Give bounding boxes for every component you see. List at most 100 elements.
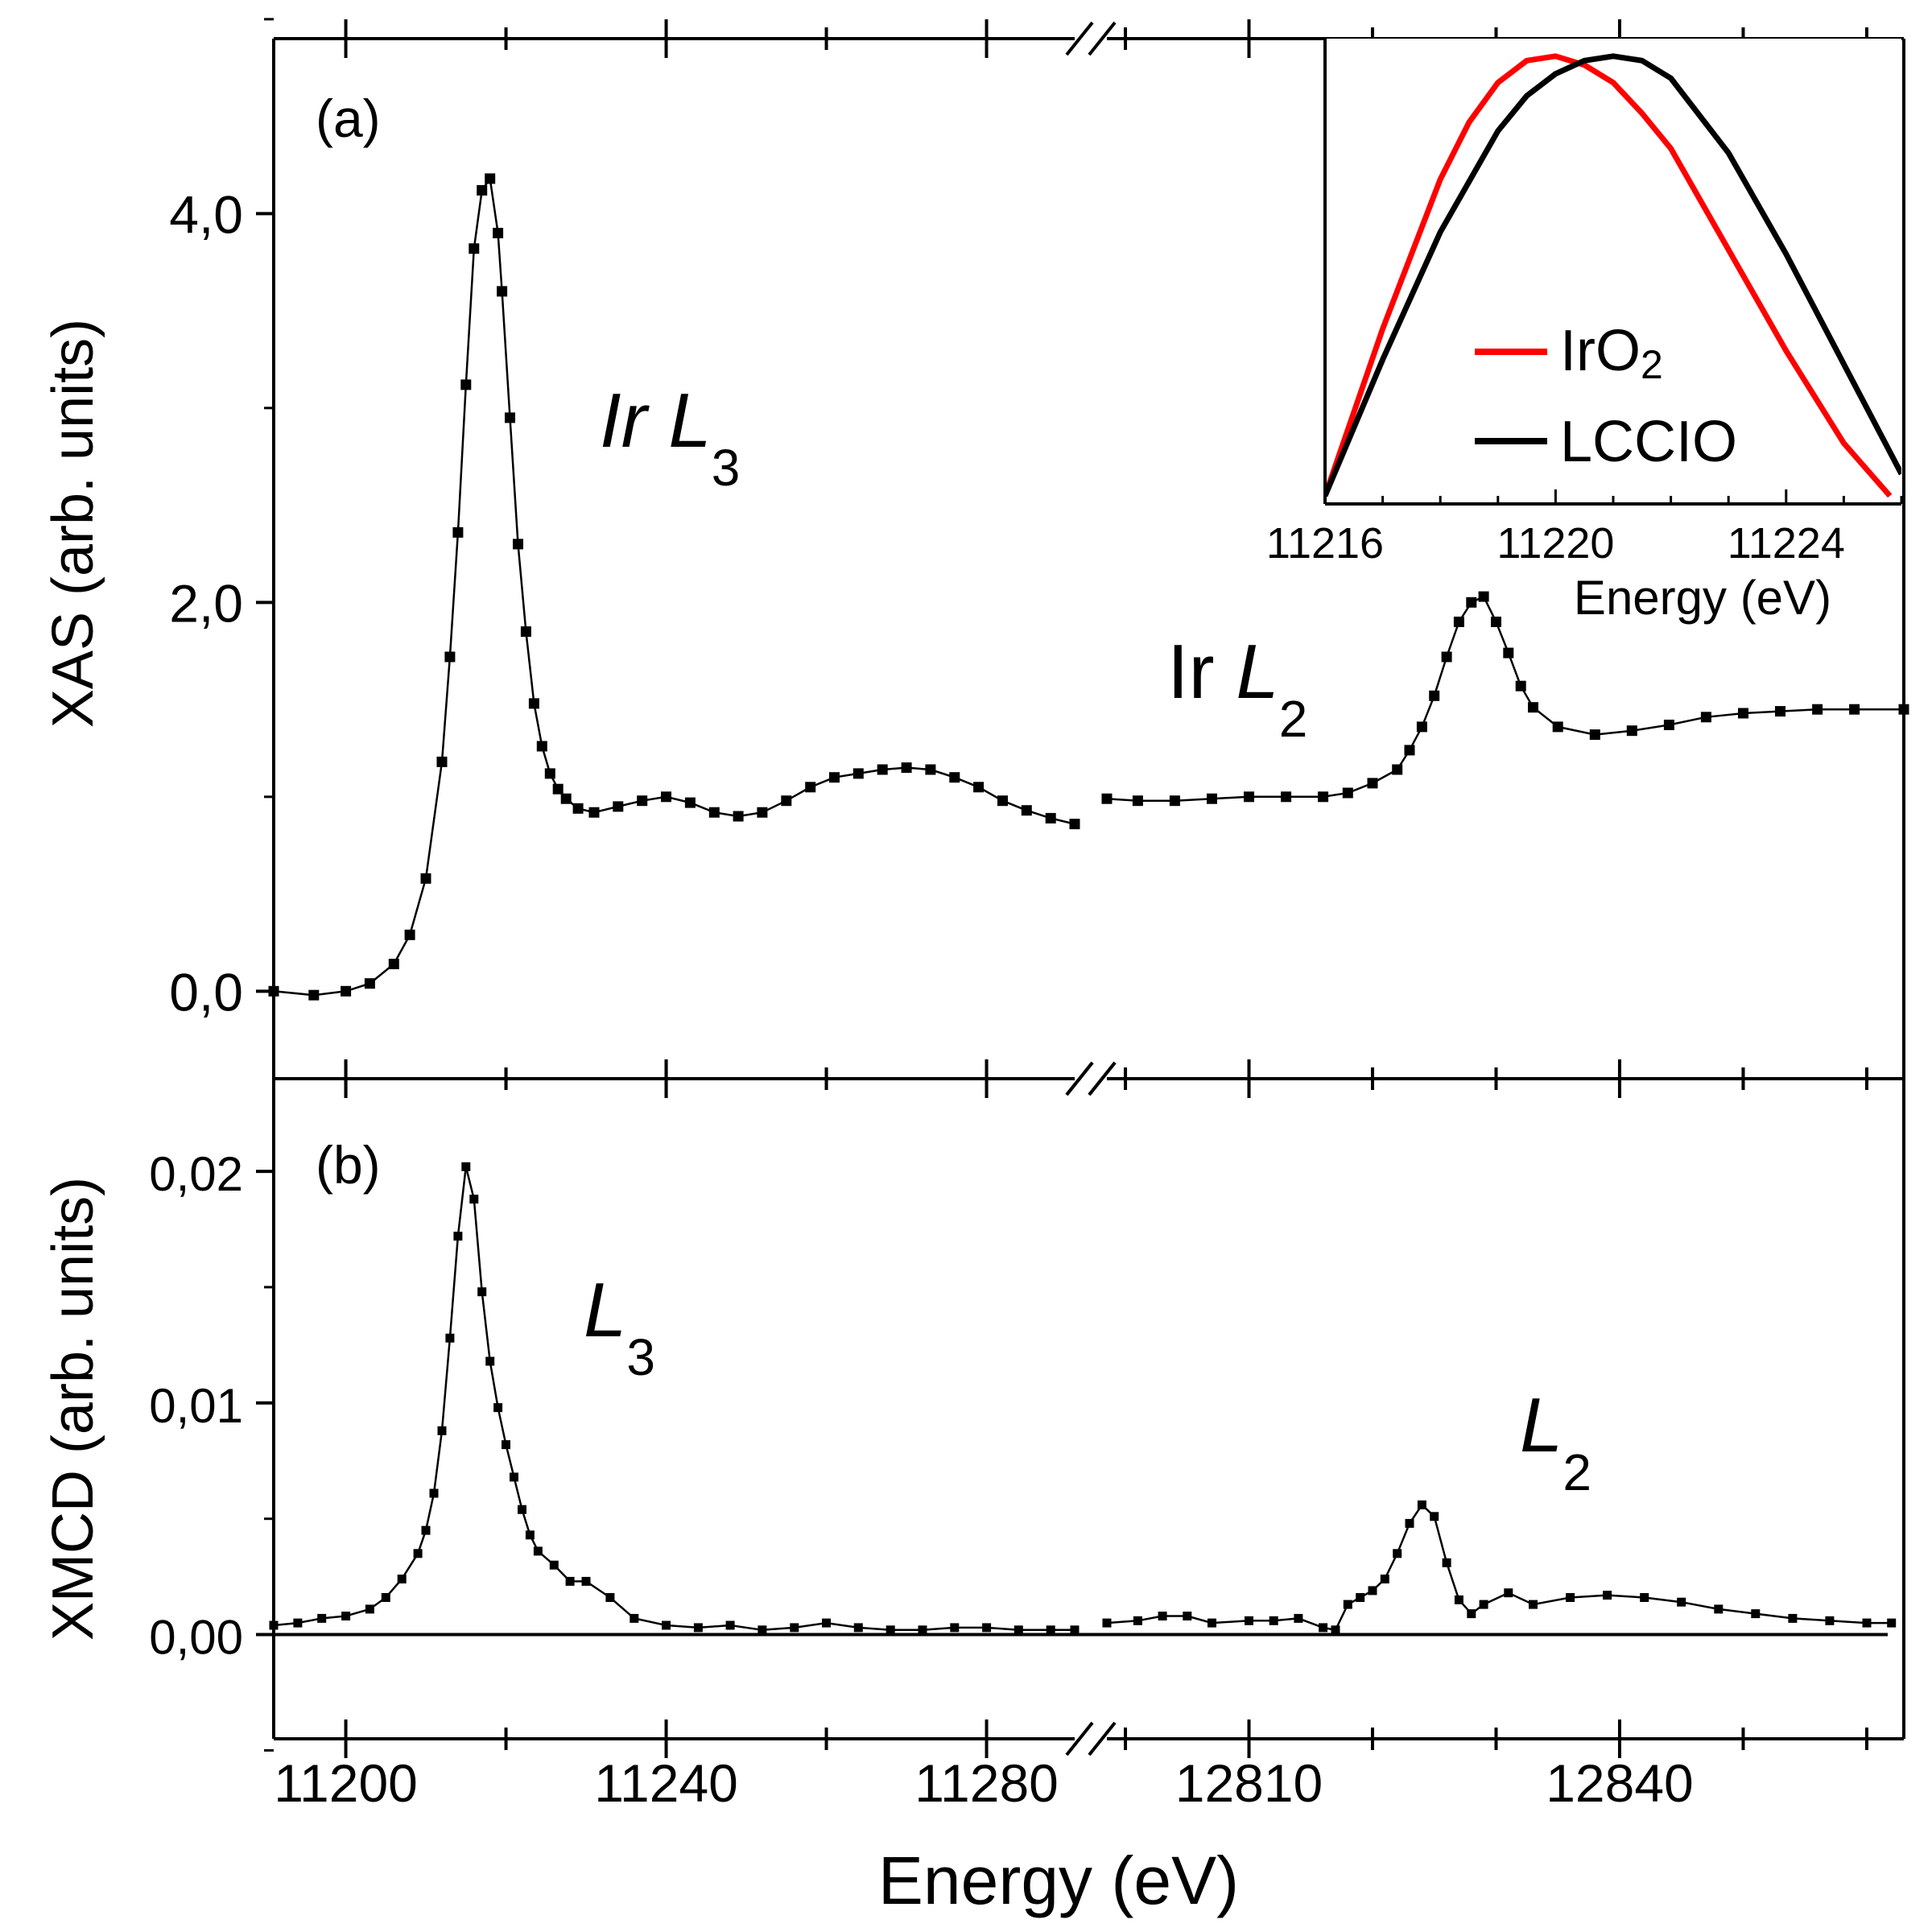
xas-point <box>1453 617 1464 627</box>
xmcd-point <box>421 1525 431 1535</box>
xas-point <box>805 782 816 793</box>
annotation-ir-l2: Ir L2 <box>1167 629 1307 748</box>
xas-point <box>1478 591 1489 602</box>
xmcd-point <box>1070 1625 1080 1635</box>
annotation-l3-sub: 3 <box>626 1328 655 1386</box>
xmcd-point <box>518 1505 526 1514</box>
xmcd-point <box>581 1576 591 1586</box>
xmcd-point <box>1529 1600 1538 1609</box>
xas-point <box>1812 704 1823 715</box>
xas-point <box>505 412 515 423</box>
panel-b-ylabel: XMCD (arb. units) <box>41 1177 105 1641</box>
xmcd-point <box>293 1618 303 1628</box>
inset-data-layer <box>1325 53 1901 498</box>
xmcd-point <box>477 1287 487 1297</box>
xmcd-point <box>1887 1618 1897 1628</box>
xas-point <box>469 243 480 254</box>
xas-point <box>1515 680 1526 691</box>
xmcd-point <box>1183 1612 1192 1620</box>
xas-point <box>1775 706 1785 717</box>
xmcd-point <box>1046 1625 1055 1635</box>
xas-point <box>1626 725 1637 737</box>
xas-point <box>757 807 768 818</box>
xas-point <box>404 929 415 940</box>
xmcd-line-segment-right <box>1106 1503 1892 1632</box>
xas-point <box>1207 793 1217 804</box>
xas-point <box>1663 720 1674 730</box>
xas-point <box>1491 617 1501 627</box>
xas-point <box>1404 745 1415 756</box>
xas-point <box>852 768 864 779</box>
inset-line-iro2 <box>1325 53 1893 498</box>
xmcd-point <box>413 1549 423 1558</box>
xas-point <box>733 811 744 822</box>
xas-point <box>661 791 671 803</box>
xmcd-point <box>1133 1616 1142 1625</box>
x-axis-title: Energy (eV) <box>878 1843 1239 1918</box>
xas-point <box>444 651 456 663</box>
inset-x-axis-title: Energy (eV) <box>1574 571 1831 625</box>
xmcd-point <box>1788 1613 1798 1623</box>
xas-point <box>513 539 523 550</box>
inset-axes: 11216 11220 11224 <box>1266 39 1903 568</box>
xas-point <box>829 772 840 783</box>
xmcd-point <box>1393 1549 1402 1558</box>
xas-point <box>1528 702 1538 713</box>
xas-point <box>477 184 488 196</box>
xmcd-point <box>1751 1609 1761 1619</box>
xmcd-point <box>1319 1623 1328 1633</box>
panel-a-tag: (a) <box>316 89 381 148</box>
xmcd-point <box>790 1623 799 1633</box>
xmcd-data-layer <box>269 1162 1897 1637</box>
xas-point <box>1281 791 1292 803</box>
xas-point <box>493 228 504 238</box>
y-tick-label: 0,0 <box>169 962 243 1022</box>
annotation-ir-l2-main: L <box>1236 629 1278 715</box>
legend-label-iro2: IrO2 <box>1560 319 1663 387</box>
panel-b-tag: (b) <box>316 1135 381 1195</box>
xmcd-point <box>453 1232 463 1241</box>
inset-x-tick-label: 11216 <box>1266 519 1384 568</box>
xas-point <box>436 756 448 767</box>
panel-b-xmcd: 0,00 0,01 0,02 11200 11240 11280 12810 12840 (b… <box>41 1059 1905 1813</box>
xmcd-point <box>822 1618 831 1628</box>
xmcd-point <box>317 1613 327 1623</box>
xas-point <box>572 803 584 814</box>
xas-point <box>452 526 464 538</box>
xas-point <box>1589 729 1600 741</box>
xas-point <box>613 801 624 812</box>
xmcd-point <box>1208 1618 1216 1628</box>
xas-point <box>552 783 564 795</box>
axis-break-mark <box>1088 21 1117 56</box>
xmcd-point <box>853 1623 863 1633</box>
annotation-ir-l3-main: L <box>668 378 711 464</box>
xmcd-point <box>493 1403 503 1413</box>
xas-point <box>1021 805 1032 816</box>
xmcd-point <box>1356 1593 1365 1602</box>
xmcd-point <box>662 1620 671 1630</box>
annotation-l3: L3 <box>584 1267 655 1386</box>
xmcd-point <box>1245 1616 1253 1625</box>
xmcd-point <box>565 1576 575 1586</box>
xas-point <box>1392 764 1403 775</box>
xas-point <box>973 782 985 793</box>
xas-point <box>308 989 320 1001</box>
x-tick-label: 12840 <box>1546 1753 1694 1813</box>
xas-point <box>637 795 648 807</box>
legend-label-iro2-main: IrO <box>1560 319 1641 383</box>
xas-point <box>1552 721 1563 733</box>
axis-break-mark <box>1065 1061 1094 1096</box>
xas-point <box>1503 647 1514 658</box>
xmcd-point <box>1368 1586 1377 1596</box>
xas-point <box>485 173 496 184</box>
y-tick-label: 0,02 <box>149 1147 243 1201</box>
inset-x-tick-label: 11220 <box>1496 519 1614 568</box>
xmcd-point <box>1504 1588 1513 1598</box>
xmcd-point <box>1269 1616 1278 1625</box>
xas-point <box>1429 690 1440 701</box>
xmcd-point <box>445 1333 455 1343</box>
xmcd-point <box>758 1625 767 1635</box>
xmcd-point <box>1603 1591 1612 1600</box>
annotation-ir-l3-prefix: Ir <box>600 378 668 464</box>
xas-point <box>1416 721 1427 733</box>
